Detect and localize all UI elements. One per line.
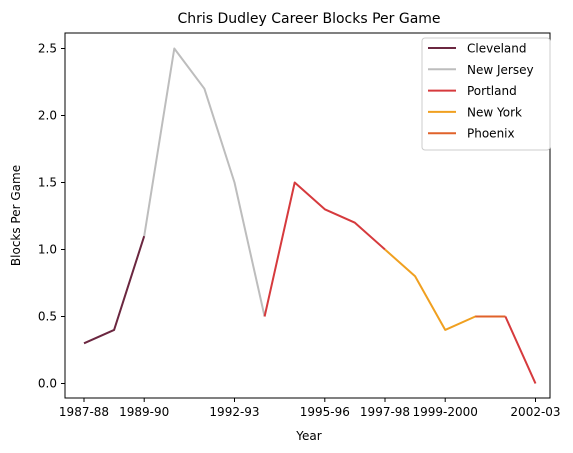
legend-box	[421, 37, 551, 151]
y-axis-title: Blocks Per Game	[9, 165, 23, 266]
series-line-new-york	[384, 248, 506, 331]
x-tick-label: 1987-88	[59, 405, 109, 419]
y-tick-label: 0.5	[38, 310, 57, 324]
x-tick-label: 1989-90	[119, 405, 169, 419]
series-line-portland	[263, 181, 386, 317]
y-tick-label: 2.0	[38, 109, 57, 123]
plot-frame	[64, 32, 551, 399]
x-tick-label: 1997-98	[360, 405, 410, 419]
y-tick-label: 2.5	[38, 42, 57, 56]
y-tick-label: 1.0	[38, 243, 57, 257]
y-tick-label: 0.0	[38, 377, 57, 391]
x-tick-label: 1999-2000	[412, 405, 477, 419]
chart-title: Chris Dudley Career Blocks Per Game	[177, 11, 440, 27]
legend-label-phoenix: Phoenix	[467, 127, 515, 141]
x-tick-label: 1995-96	[300, 405, 350, 419]
legend-label-portland: Portland	[467, 84, 517, 98]
legend-label-new-york: New York	[467, 105, 522, 119]
series-line-new-jersey	[143, 47, 266, 317]
series-line-portland-5	[504, 316, 537, 384]
y-tick-label: 1.5	[38, 176, 57, 190]
x-axis: 1987-88 1989-90 1992-93 1995-96 1997-98 1999-…	[59, 398, 561, 419]
x-tick-label: 2002-03	[510, 405, 560, 419]
series-line-cleveland	[83, 235, 146, 345]
legend: Cleveland New Jersey Portland New York Phoen…	[421, 37, 551, 151]
legend-label-new-jersey: New Jersey	[467, 63, 534, 77]
plot-lines	[83, 47, 537, 384]
y-axis: 0.0 0.5 1.0 1.5 2.0 2.5	[38, 42, 65, 391]
x-tick-label: 1992-93	[209, 405, 259, 419]
legend-label-cleveland: Cleveland	[467, 42, 527, 56]
x-axis-title: Year	[295, 429, 321, 443]
